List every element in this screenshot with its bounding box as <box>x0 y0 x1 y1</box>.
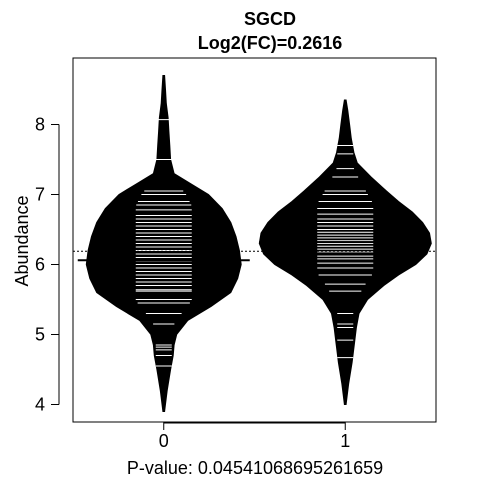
y-tick-label: 5 <box>35 325 45 345</box>
x-tick-label: 0 <box>159 431 169 451</box>
y-tick-label: 6 <box>35 255 45 275</box>
y-axis-title: Abundance <box>12 195 32 286</box>
y-tick-label: 7 <box>35 185 45 205</box>
x-axis-title: P-value: 0.04541068695261659 <box>127 458 383 478</box>
chart-title: SGCD <box>244 9 296 29</box>
plot-frame <box>72 57 437 423</box>
chart-subtitle: Log2(FC)=0.2616 <box>198 33 343 53</box>
y-tick-label: 8 <box>35 115 45 135</box>
means-layer <box>77 241 432 262</box>
y-axis: 4 5 6 7 8 <box>35 115 60 415</box>
observations-layer <box>135 119 374 367</box>
y-tick-label: 4 <box>35 395 45 415</box>
x-tick-label: 1 <box>340 431 350 451</box>
